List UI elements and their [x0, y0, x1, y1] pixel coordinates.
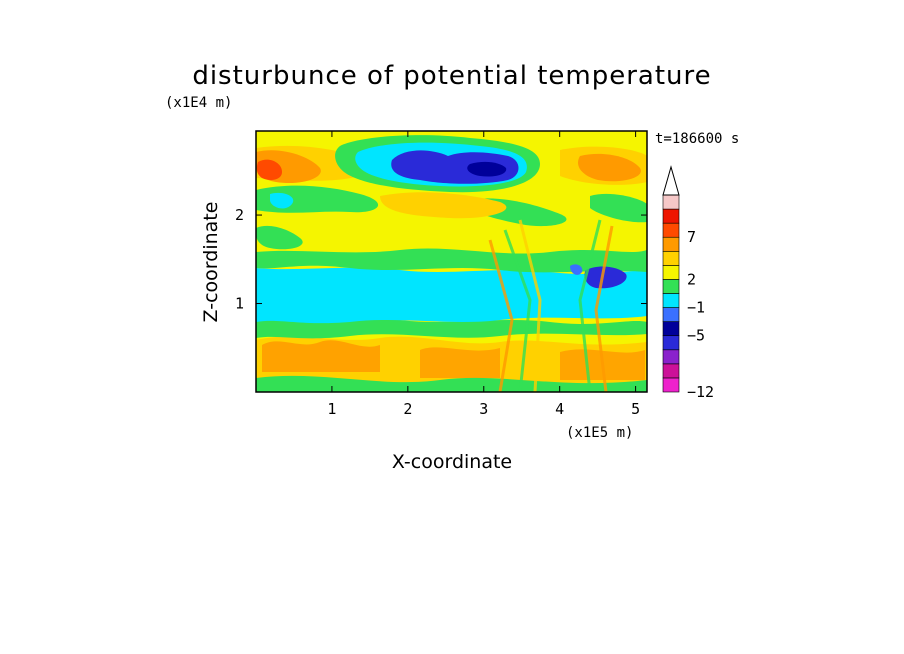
colorbar-swatch [662, 307, 680, 322]
colorbar-swatch [662, 293, 680, 308]
field-blue-spot-right [584, 266, 627, 289]
colorbar-swatch [662, 349, 680, 365]
y-axis: 12 [235, 206, 647, 313]
colorbar-label: −1 [687, 299, 705, 317]
field-green-lower-band [256, 317, 647, 339]
x-tick-label: 3 [479, 400, 488, 418]
field-cyan-upper-patch [270, 192, 294, 209]
field-blue-spot-right2 [570, 264, 583, 275]
colorbar-swatch [662, 321, 680, 337]
y-unit-label: (x1E4 m) [165, 95, 232, 111]
plot-frame [255, 130, 648, 393]
field-lower-green [256, 375, 647, 392]
field-green-mid-band [256, 248, 647, 273]
field-orange-upper-right2 [578, 153, 641, 182]
colorbar-label: −5 [687, 327, 705, 345]
y-tick-label: 2 [235, 206, 244, 224]
colorbar-swatch [662, 222, 680, 238]
x-tick-label: 5 [631, 400, 640, 418]
colorbar: −12−5−127 [662, 165, 714, 401]
colorbar-swatch [662, 194, 680, 210]
x-axis-label: X-coordinate [392, 451, 512, 473]
x-tick-label: 1 [327, 400, 336, 418]
x-tick-label: 2 [403, 400, 412, 418]
field-lower-orange3 [420, 347, 500, 378]
field-cyan-band [256, 267, 647, 324]
field-lower-orange2 [262, 340, 380, 372]
field-navy-core [467, 161, 507, 177]
colorbar-swatch [662, 377, 680, 393]
x-axis: 1 2 3 4 5 [327, 131, 640, 418]
field-green-right-patch2 [590, 193, 647, 223]
colorbar-swatch [662, 250, 680, 266]
colorbar-label: 7 [687, 228, 696, 246]
y-tick-label: 1 [235, 295, 244, 313]
chart-title: disturbunce of potential temperature [192, 61, 711, 91]
field-wave-streaks [488, 219, 614, 392]
colorbar-swatch [662, 363, 680, 379]
field-orange-mid-upper [380, 192, 507, 219]
colorbar-label: 2 [687, 270, 696, 288]
field-green-left-patch [256, 225, 303, 250]
colorbar-label: −12 [687, 383, 714, 401]
y-axis-label: Z-coordinate [200, 202, 222, 323]
colorbar-extend-arrow [662, 165, 680, 196]
time-label: t=186600 s [655, 131, 739, 147]
colorbar-swatch [662, 208, 680, 224]
colorbar-swatch [662, 279, 680, 294]
colorbar-swatch [662, 335, 680, 351]
plot-area [256, 131, 647, 392]
x-tick-label: 4 [555, 400, 564, 418]
colorbar-swatch [662, 265, 680, 280]
x-unit-label: (x1E5 m) [566, 425, 633, 441]
field-red-upper-left [256, 159, 282, 180]
colorbar-swatch [662, 236, 680, 252]
